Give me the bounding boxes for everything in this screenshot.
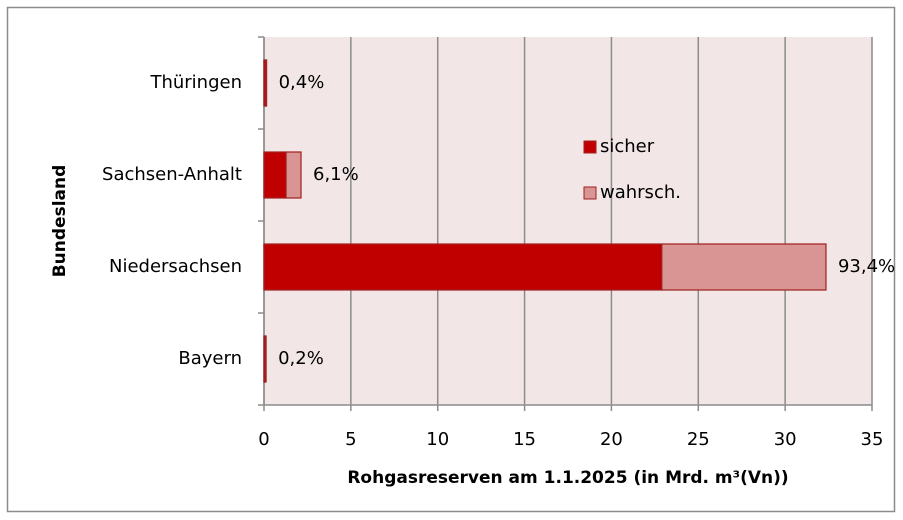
x-tick-label: 0 [258, 429, 269, 450]
bar-annotation: 0,4% [279, 72, 325, 93]
y-tick-label: Thüringen [149, 72, 242, 93]
y-tick-label: Sachsen-Anhalt [102, 164, 242, 185]
x-tick-label: 20 [600, 429, 623, 450]
y-tick-label: Bayern [178, 348, 242, 369]
bar-segment [263, 151, 287, 199]
x-tick-label: 25 [687, 429, 710, 450]
x-axis-title: Rohgasreserven am 1.1.2025 (in Mrd. m³(V… [347, 468, 788, 488]
x-tick-label: 35 [861, 429, 884, 450]
bar-segment [265, 59, 268, 107]
bar-segment [264, 335, 267, 383]
plot-area [264, 37, 872, 405]
legend-label: sicher [600, 136, 655, 157]
legend-label: wahrsch. [600, 182, 681, 203]
y-tick-label: Niedersachsen [109, 256, 242, 277]
bar-segment [263, 243, 663, 291]
bar-segment [661, 243, 827, 291]
legend-swatch [583, 186, 597, 200]
bar-annotation: 93,4% [838, 256, 895, 277]
x-tick-label: 30 [774, 429, 797, 450]
y-axis-title: Bundesland [50, 165, 70, 278]
legend-swatch [583, 140, 597, 154]
x-tick-label: 10 [426, 429, 449, 450]
bar-annotation: 6,1% [313, 164, 359, 185]
x-tick-label: 5 [345, 429, 356, 450]
bar-annotation: 0,2% [278, 348, 324, 369]
x-tick-label: 15 [513, 429, 536, 450]
bar-segment [285, 151, 302, 199]
